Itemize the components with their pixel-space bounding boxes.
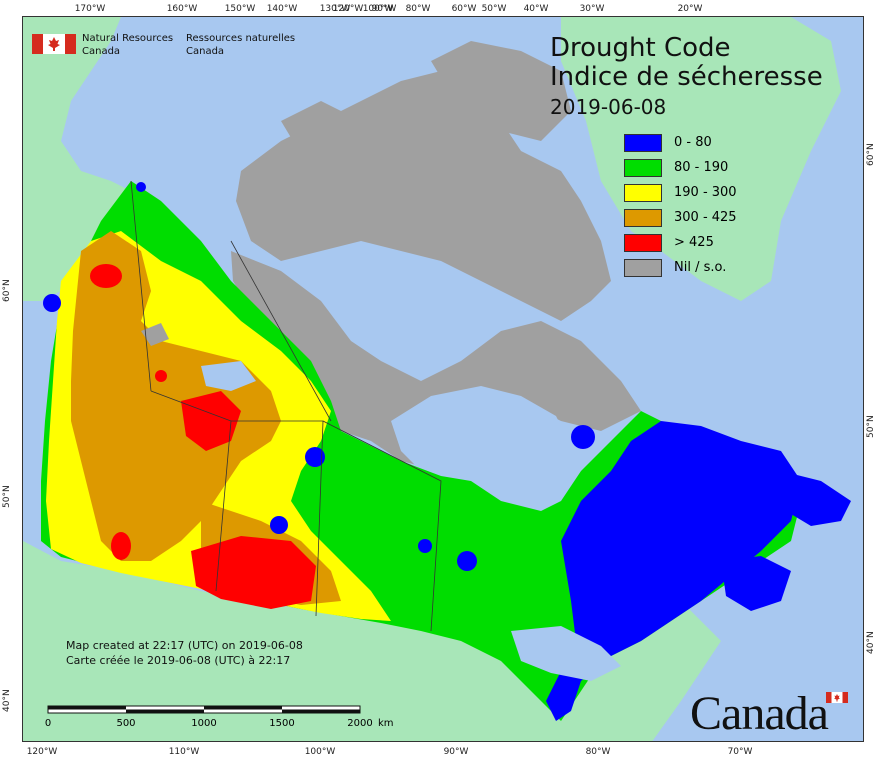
tick-top-90w: 90°W: [371, 4, 397, 14]
org-en-line2: Canada: [82, 46, 121, 57]
greenland: [561, 17, 841, 301]
title-block: Drought Code Indice de sécheresse 2019-0…: [550, 34, 823, 120]
title-date: 2019-06-08: [550, 95, 667, 119]
tick-top-120w: 120°W: [332, 4, 364, 14]
canada-wordmark: Canada: [690, 687, 829, 740]
zone-blue-north: [136, 182, 146, 192]
title-french: Indice de sécheresse: [550, 62, 823, 92]
credit-french: Carte créée le 2019-06-08 (UTC) à 22:17: [66, 654, 291, 667]
zone-blue-sask: [270, 516, 288, 534]
nil-patch-nw: [141, 323, 169, 346]
tick-top-170w: 170°W: [74, 4, 106, 14]
scale-unit: km: [378, 718, 394, 728]
legend-swatch: [624, 184, 662, 202]
tick-left-40n: 40°N: [2, 689, 12, 712]
tick-top-80w: 80°W: [405, 4, 431, 14]
tick-right-40n: 40°N: [866, 631, 876, 654]
scale-seg-3: [204, 706, 282, 710]
scale-label-500: 500: [116, 718, 135, 728]
legend-swatch: [624, 259, 662, 277]
tick-top-100w: 100°W: [362, 4, 394, 14]
tick-top-40w: 40°W: [523, 4, 549, 14]
banks-island: [281, 101, 351, 146]
legend-label: 80 - 190: [674, 160, 729, 175]
zone-blue-newfoundland: [781, 471, 851, 526]
org-fr-line1: Ressources naturelles: [186, 33, 296, 44]
tick-bottom-110w: 110°W: [168, 747, 200, 757]
zone-blue-ungava: [571, 425, 595, 449]
scale-bar: 0 500 1000 1500 2000 km: [45, 705, 394, 728]
tick-top-150w: 150°W: [224, 4, 256, 14]
great-slave-lake: [201, 361, 256, 391]
scale-label-1500: 1500: [269, 718, 294, 728]
tick-right-60n: 60°N: [866, 143, 876, 166]
legend-label: 300 - 425: [674, 210, 737, 225]
org-en-line1: Natural Resources: [82, 33, 174, 44]
legend-label: 190 - 300: [674, 185, 737, 200]
zone-blue-ontario: [457, 551, 477, 571]
tick-bottom-80w: 80°W: [585, 747, 611, 757]
tick-top-20w: 20°W: [677, 4, 703, 14]
zone-orange-west: [71, 231, 281, 561]
tick-top-140w: 140°W: [266, 4, 298, 14]
tick-right-50n: 50°N: [866, 415, 876, 438]
scale-label-1000: 1000: [191, 718, 216, 728]
tick-top-60w: 60°W: [451, 4, 477, 14]
legend-swatch: [624, 234, 662, 252]
tick-bottom-70w: 70°W: [727, 747, 753, 757]
scale-seg-1: [48, 706, 126, 710]
zone-blue-east: [546, 421, 801, 721]
zone-red-bc: [111, 532, 131, 560]
scale-seg-4: [282, 709, 360, 713]
org-french: Ressources naturelles Canada: [186, 32, 295, 58]
zone-red-prairie: [191, 536, 316, 609]
zone-blue-maritimes: [721, 556, 791, 611]
org-english: Natural Resources Canada: [82, 32, 173, 58]
tick-bottom-120w: 120°W: [26, 747, 58, 757]
province-borders: [130, 180, 442, 632]
credit-block: Map created at 22:17 (UTC) on 2019-06-08…: [66, 638, 303, 668]
zone-red-yukon: [90, 264, 122, 288]
map-canvas: [22, 16, 864, 742]
tick-bottom-90w: 90°W: [443, 747, 469, 757]
org-fr-line2: Canada: [186, 46, 225, 57]
tick-top-30w: 30°W: [579, 4, 605, 14]
zone-blue-ontario-2: [418, 539, 432, 553]
wordmark-flag-icon: [826, 692, 848, 703]
zone-blue-manitoba: [305, 447, 325, 467]
tick-left-50n: 50°N: [2, 485, 12, 508]
tick-top-50w: 50°W: [481, 4, 507, 14]
zone-blue-nw: [43, 294, 61, 312]
title-english: Drought Code: [550, 33, 731, 63]
tick-top-130w: 130°W: [319, 4, 351, 14]
legend-label: Nil / s.o.: [674, 260, 727, 275]
zone-red-alberta-north: [181, 391, 241, 451]
canada-flag-icon: [32, 34, 76, 54]
tick-top-160w: 160°W: [166, 4, 198, 14]
credit-english: Map created at 22:17 (UTC) on 2019-06-08: [66, 639, 303, 652]
scale-label-2000: 2000: [347, 718, 372, 728]
scale-seg-2: [126, 709, 204, 713]
legend-swatch: [624, 134, 662, 152]
tick-left-60n: 60°N: [2, 279, 12, 302]
legend-swatch: [624, 209, 662, 227]
legend-swatch: [624, 159, 662, 177]
map-svg: [23, 17, 863, 741]
zone-red-small: [155, 370, 167, 382]
legend-label: 0 - 80: [674, 135, 712, 150]
tick-bottom-100w: 100°W: [304, 747, 336, 757]
legend-label: > 425: [674, 235, 714, 250]
scale-label-0: 0: [45, 718, 51, 728]
ellesmere-island: [431, 41, 571, 141]
great-lakes: [511, 626, 621, 681]
